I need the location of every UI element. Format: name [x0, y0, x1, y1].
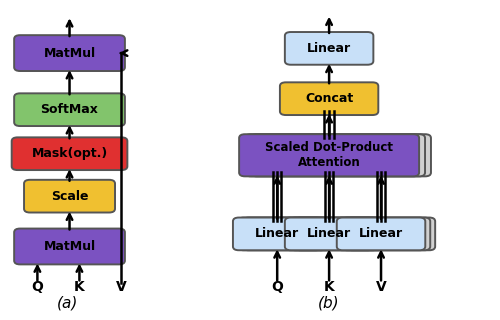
FancyBboxPatch shape	[14, 35, 125, 71]
Text: MatMul: MatMul	[44, 240, 96, 253]
Text: SoftMax: SoftMax	[40, 103, 98, 116]
Text: Mask(opt.): Mask(opt.)	[32, 147, 108, 160]
Text: K: K	[74, 280, 85, 294]
Text: Q: Q	[32, 280, 44, 294]
Text: Q: Q	[272, 280, 283, 294]
Text: V: V	[376, 280, 386, 294]
Text: MatMul: MatMul	[44, 47, 96, 60]
FancyBboxPatch shape	[245, 134, 425, 176]
FancyBboxPatch shape	[346, 218, 435, 250]
FancyBboxPatch shape	[280, 82, 378, 115]
Text: Linear: Linear	[307, 228, 351, 240]
Text: (a): (a)	[56, 295, 78, 310]
FancyBboxPatch shape	[285, 32, 374, 65]
FancyBboxPatch shape	[285, 218, 374, 250]
FancyBboxPatch shape	[239, 134, 419, 176]
FancyBboxPatch shape	[238, 218, 326, 250]
FancyBboxPatch shape	[243, 218, 332, 250]
FancyBboxPatch shape	[12, 137, 128, 170]
Text: Scaled Dot-Product
Attention: Scaled Dot-Product Attention	[265, 141, 393, 169]
FancyBboxPatch shape	[290, 218, 378, 250]
Text: (b): (b)	[318, 295, 340, 310]
Text: Linear: Linear	[359, 228, 403, 240]
Text: K: K	[324, 280, 334, 294]
FancyBboxPatch shape	[294, 218, 384, 250]
FancyBboxPatch shape	[14, 93, 125, 126]
Text: Scale: Scale	[51, 190, 88, 203]
FancyBboxPatch shape	[14, 228, 125, 264]
FancyBboxPatch shape	[24, 180, 115, 212]
FancyBboxPatch shape	[342, 218, 430, 250]
Text: Linear: Linear	[307, 42, 351, 55]
FancyBboxPatch shape	[233, 218, 322, 250]
FancyBboxPatch shape	[337, 218, 426, 250]
FancyBboxPatch shape	[251, 134, 431, 176]
Text: V: V	[116, 280, 127, 294]
Text: Linear: Linear	[255, 228, 300, 240]
Text: Concat: Concat	[305, 92, 353, 105]
